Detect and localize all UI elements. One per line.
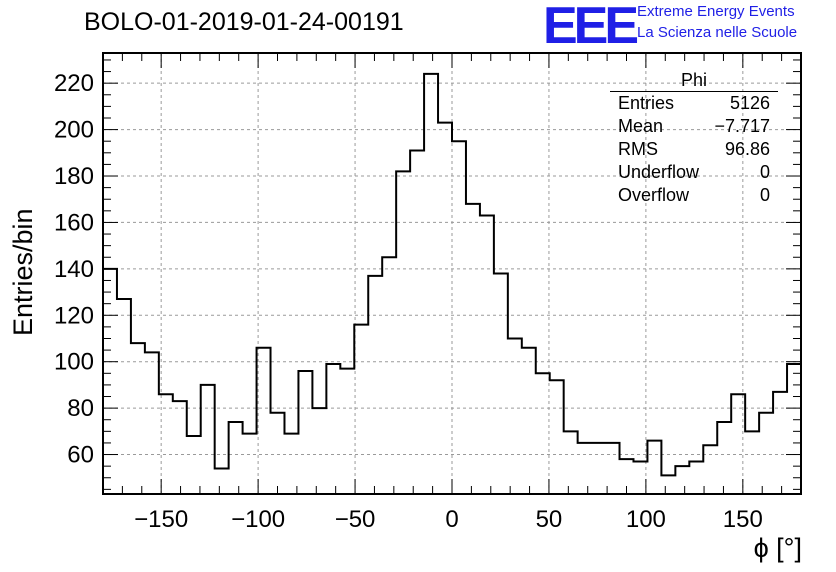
y-tick-label: 60 [67, 442, 94, 469]
stats-value: 5126 [729, 93, 770, 113]
y-tick-label: 160 [54, 209, 94, 236]
stats-box-title: Phi [610, 70, 778, 92]
x-tick-label: 100 [626, 506, 666, 533]
y-axis-label: Entries/bin [8, 208, 38, 336]
stats-row-overflow: Overflow 0 [610, 184, 778, 207]
stats-box: Phi Entries 5126 Mean −7.717 RMS 96.86 U… [610, 70, 778, 207]
stats-label: RMS [618, 139, 658, 159]
plot-frame [102, 52, 802, 495]
organization-subtitle: La Scienza nelle Scuole [637, 24, 798, 41]
y-tick-label: 100 [54, 349, 94, 376]
stats-value: 96.86 [724, 139, 770, 159]
stats-label: Overflow [618, 185, 690, 205]
x-tick-label: −150 [134, 506, 188, 533]
stats-row-underflow: Underflow 0 [610, 161, 778, 184]
y-tick-label: 80 [67, 395, 94, 422]
stats-value: −7.717 [714, 116, 770, 136]
y-tick-label: 220 [54, 70, 94, 97]
stats-label: Underflow [618, 162, 700, 182]
x-axis-label: ϕ [°] [753, 533, 802, 563]
histogram-line [103, 72, 802, 477]
y-tick-label: 180 [54, 163, 94, 190]
chart-title: BOLO-01-2019-01-24-00191 [84, 8, 404, 36]
organization-name: Extreme Energy Events [637, 3, 795, 20]
stats-row-entries: Entries 5126 [610, 92, 778, 115]
x-tick-label: 50 [536, 506, 563, 533]
stats-row-mean: Mean −7.717 [610, 115, 778, 138]
x-tick-label: 0 [445, 506, 458, 533]
eee-logo: EEE [543, 0, 639, 55]
y-tick-label: 120 [54, 302, 94, 329]
tick-labels: −150 −100 −50 0 50 100 150 60 80 100 120 140 160 180 2… [54, 70, 763, 533]
stats-row-rms: RMS 96.86 [610, 138, 778, 161]
x-tick-label: −100 [231, 506, 285, 533]
stats-label: Entries [618, 93, 675, 113]
x-tick-label: −50 [335, 506, 376, 533]
stats-value: 0 [759, 185, 770, 205]
stats-value: 0 [759, 162, 770, 182]
stats-label: Mean [618, 116, 664, 136]
x-tick-label: 150 [723, 506, 763, 533]
y-tick-label: 140 [54, 256, 94, 283]
y-tick-label: 200 [54, 117, 94, 144]
